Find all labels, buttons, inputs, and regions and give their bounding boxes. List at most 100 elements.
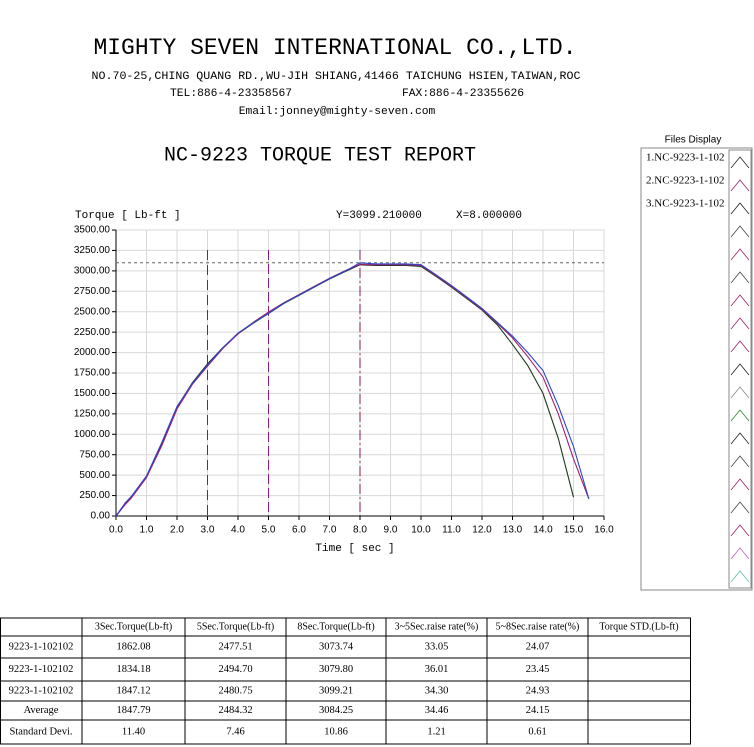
x-tick-label: 3.0 [201, 525, 215, 536]
table-cell: 1834.18 [116, 664, 150, 675]
table-header: 5~8Sec.raise rate(%) [496, 621, 580, 632]
email: Email:jonney@mighty-seven.com [239, 106, 436, 118]
table-cell: 33.05 [425, 641, 449, 652]
table-header: 3Sec.Torque(Lb-ft) [95, 621, 172, 632]
x-tick-label: 4.0 [231, 525, 245, 536]
thumb-icon [730, 386, 750, 399]
table-cell: 2477.51 [218, 641, 252, 652]
x-tick-label: 1.0 [140, 525, 154, 536]
row-label: 9223-1-102102 [9, 641, 74, 652]
x-tick-label: 11.0 [442, 525, 461, 536]
x-tick-label: 8.0 [353, 525, 367, 536]
table-cell: 24.93 [526, 685, 550, 696]
table-header: Torque STD.(Lb-ft) [599, 621, 678, 632]
thumb-icon [730, 363, 750, 376]
y-tick-label: 0.00 [91, 511, 111, 522]
x-tick-label: 16.0 [594, 525, 614, 536]
table-header: 3~5Sec.raise rate(%) [395, 621, 479, 632]
x-tick-label: 2.0 [170, 525, 184, 536]
x-tick-label: 10.0 [411, 525, 431, 536]
y-tick-label: 3500.00 [74, 225, 111, 236]
x-tick-label: 14.0 [533, 525, 553, 536]
table-cell: 3073.74 [319, 641, 354, 652]
thumb-icon [730, 294, 750, 307]
thumb-icon [730, 248, 750, 261]
legend-entry[interactable]: 2.NC-9223-1-102 [646, 175, 725, 187]
x-tick-label: 0.0 [109, 525, 123, 536]
thumb-icon [730, 179, 750, 192]
thumb-icon [730, 225, 750, 238]
legend-entry[interactable]: 1.NC-9223-1-102 [646, 152, 725, 164]
files-display-title: Files Display [665, 135, 722, 146]
row-label: 9223-1-102102 [9, 685, 74, 696]
table-cell: 1847.79 [116, 705, 150, 716]
x-tick-label: 6.0 [292, 525, 306, 536]
x-axis-label: Time [ sec ] [315, 543, 394, 555]
thumb-icon [730, 478, 750, 491]
y-axis-label: Torque [ Lb-ft ] [75, 210, 181, 222]
y-tick-label: 500.00 [79, 470, 110, 481]
thumb-icon [730, 340, 750, 353]
thumb-icon [730, 570, 750, 583]
y-tick-label: 750.00 [79, 449, 110, 460]
table-cell: 1862.08 [116, 641, 150, 652]
thumb-icon [730, 547, 750, 560]
table-cell: 2480.75 [218, 685, 252, 696]
row-label: Standard Devi. [10, 726, 73, 737]
table-header: 5Sec.Torque(Lb-ft) [197, 621, 274, 632]
row-label: 9223-1-102102 [9, 664, 74, 675]
table-cell: 10.86 [324, 726, 348, 737]
thumb-icon [730, 455, 750, 468]
x-tick-label: 13.0 [503, 525, 523, 536]
table-cell: 3079.80 [319, 664, 353, 675]
x-tick-label: 9.0 [384, 525, 398, 536]
table-cell: 36.01 [425, 664, 449, 675]
table-cell: 2484.32 [218, 705, 252, 716]
table-cell: 24.15 [526, 705, 550, 716]
table-cell: 3084.25 [319, 705, 353, 716]
y-tick-label: 1500.00 [74, 388, 111, 399]
fax: FAX:886-4-23355626 [402, 88, 524, 100]
thumb-icon [730, 156, 750, 169]
table-cell: 1.21 [427, 726, 445, 737]
table-cell: 34.46 [425, 705, 449, 716]
x-tick-label: 15.0 [564, 525, 584, 536]
y-tick-label: 3250.00 [74, 245, 111, 256]
cursor-x-label: X=8.000000 [456, 210, 522, 222]
x-tick-label: 5.0 [262, 525, 276, 536]
telephone: TEL:886-4-23358567 [170, 88, 292, 100]
x-tick-label: 12.0 [472, 525, 492, 536]
data-line [115, 262, 590, 517]
thumb-icon [730, 409, 750, 422]
table-cell: 0.61 [528, 726, 546, 737]
table-cell: 2494.70 [218, 664, 252, 675]
row-label: Average [24, 705, 59, 716]
table-cell: 23.45 [526, 664, 550, 675]
table-cell: 3099.21 [319, 685, 353, 696]
table-header: 8Sec.Torque(Lb-ft) [297, 621, 374, 632]
table-cell: 11.40 [122, 726, 145, 737]
cursor-y-label: Y=3099.210000 [336, 210, 422, 222]
y-tick-label: 250.00 [79, 490, 110, 501]
y-tick-label: 3000.00 [74, 265, 111, 276]
thumb-icon [730, 202, 750, 215]
thumb-icon [730, 271, 750, 284]
table-cell: 1847.12 [116, 685, 150, 696]
y-tick-label: 2250.00 [74, 327, 111, 338]
thumb-icon [730, 501, 750, 514]
thumb-icon [730, 432, 750, 445]
thumb-strip [728, 149, 752, 589]
x-tick-label: 7.0 [323, 525, 337, 536]
y-tick-label: 2750.00 [74, 286, 111, 297]
table-cell: 24.07 [526, 641, 550, 652]
y-tick-label: 2000.00 [74, 347, 111, 358]
table-cell: 34.30 [425, 685, 449, 696]
y-tick-label: 1000.00 [74, 429, 111, 440]
y-tick-label: 1750.00 [74, 368, 111, 379]
report-title: NC-9223 TORQUE TEST REPORT [164, 144, 476, 167]
y-tick-label: 1250.00 [74, 408, 111, 419]
legend-entry[interactable]: 3.NC-9223-1-102 [646, 198, 725, 210]
thumb-icon [730, 317, 750, 330]
company-name: MIGHTY SEVEN INTERNATIONAL CO.,LTD. [93, 35, 576, 61]
